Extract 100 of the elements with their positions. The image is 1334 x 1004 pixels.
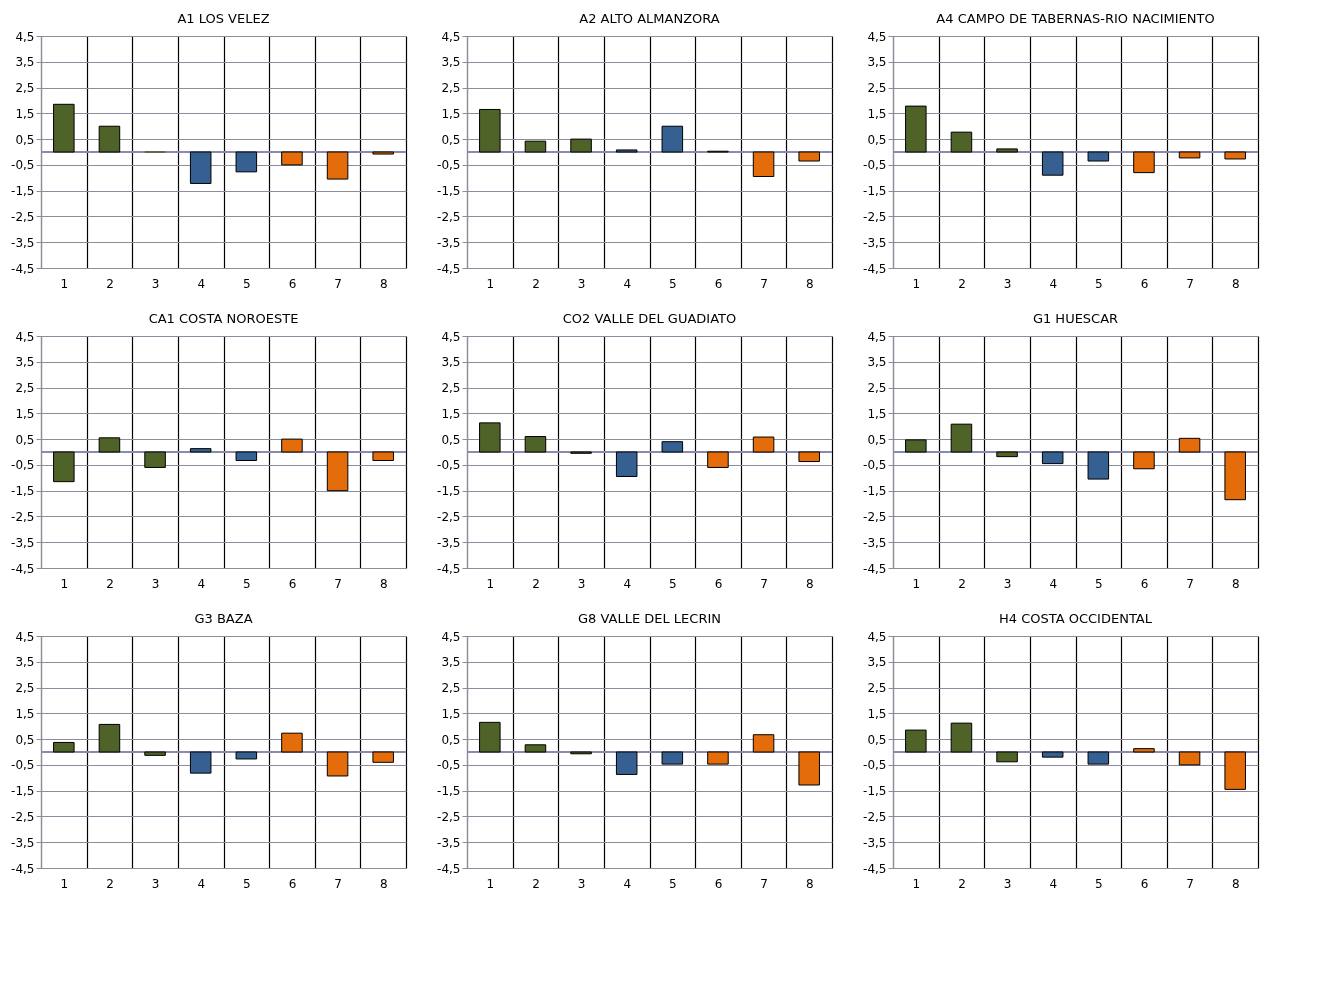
bar [1041, 151, 1064, 176]
x-tick-label: 8 [379, 876, 388, 891]
y-tick-label: 3,5 [15, 655, 35, 670]
bar [615, 451, 638, 477]
y-tick-label: -0,5 [863, 458, 887, 473]
y-tick-label: -0,5 [11, 758, 35, 773]
x-tick-label: 3 [577, 276, 586, 291]
x-tick-label: 6 [714, 876, 723, 891]
bar [1133, 748, 1155, 753]
x-tick-label: 5 [1094, 276, 1103, 291]
bar [798, 151, 820, 162]
y-tick-label: -0,5 [863, 158, 887, 173]
x-tick-label: 7 [1186, 876, 1194, 891]
x-tick-label: 1 [60, 876, 69, 891]
bar [950, 423, 973, 453]
y-tick-label: 0,5 [867, 132, 887, 147]
x-tick-label: 8 [805, 276, 814, 291]
y-tick-label: -3,5 [437, 535, 461, 550]
y-tick-label: 3,5 [441, 655, 461, 670]
y-tick-label: 2,5 [867, 381, 887, 396]
y-tick-label: -3,5 [437, 235, 461, 250]
x-tick-label: 4 [197, 576, 206, 591]
x-tick-label: 2 [958, 276, 966, 291]
bar [1087, 751, 1110, 765]
y-tick-label: 3,5 [867, 355, 887, 370]
bar [281, 732, 303, 753]
bar [326, 451, 349, 492]
y-tick-label: 3,5 [867, 55, 887, 70]
y-tick-label: -2,5 [863, 209, 887, 224]
y-tick-label: -3,5 [11, 835, 35, 850]
x-tick-label: 5 [1094, 576, 1103, 591]
bar [615, 149, 638, 153]
y-tick-label: -1,5 [437, 484, 461, 499]
bar [661, 441, 684, 453]
y-tick-label: -3,5 [863, 535, 887, 550]
y-tick-label: 2,5 [441, 681, 461, 696]
y-tick-label: 2,5 [15, 681, 35, 696]
x-tick-label: 5 [668, 276, 677, 291]
x-tick-label: 5 [242, 876, 251, 891]
bar [479, 422, 501, 453]
x-tick-label: 8 [379, 276, 388, 291]
x-tick-label: 6 [714, 576, 723, 591]
x-tick-label: 2 [532, 576, 540, 591]
y-tick-label: -0,5 [437, 758, 461, 773]
bar [53, 103, 75, 153]
chart-title: G3 BAZA [194, 611, 253, 626]
x-tick-label: 2 [958, 576, 966, 591]
y-tick-label: 1,5 [867, 706, 887, 721]
x-tick-label: 2 [958, 876, 966, 891]
x-tick-label: 5 [668, 576, 677, 591]
bar [1224, 751, 1246, 790]
bar [235, 451, 258, 462]
y-tick-label: -2,5 [863, 809, 887, 824]
bar [189, 448, 212, 453]
y-tick-label: 0,5 [15, 732, 35, 747]
bar [1178, 437, 1201, 453]
y-tick-label: 0,5 [441, 732, 461, 747]
y-tick-label: 4,5 [15, 29, 35, 44]
x-tick-label: 4 [623, 576, 632, 591]
x-tick-label: 1 [486, 876, 495, 891]
x-tick-label: 5 [1094, 876, 1103, 891]
y-tick-label: 4,5 [15, 629, 35, 644]
bar [950, 131, 973, 153]
y-tick-label: -0,5 [437, 458, 461, 473]
x-tick-label: 7 [334, 576, 342, 591]
bar [707, 751, 729, 765]
y-tick-label: 4,5 [867, 29, 887, 44]
x-tick-label: 8 [379, 576, 388, 591]
chart-title: CO2 VALLE DEL GUADIATO [562, 311, 737, 326]
bar [372, 451, 394, 462]
x-tick-label: 4 [1049, 576, 1058, 591]
x-tick-label: 7 [760, 876, 768, 891]
bar [235, 151, 258, 173]
y-tick-label: 1,5 [15, 706, 35, 721]
y-tick-label: 1,5 [15, 106, 35, 121]
y-tick-label: -1,5 [863, 484, 887, 499]
y-tick-label: 0,5 [867, 732, 887, 747]
x-tick-label: 1 [60, 276, 69, 291]
y-tick-label: 2,5 [867, 681, 887, 696]
x-tick-label: 2 [106, 576, 114, 591]
x-tick-label: 6 [1140, 576, 1149, 591]
x-tick-label: 3 [151, 576, 160, 591]
y-tick-label: 1,5 [867, 106, 887, 121]
y-tick-label: -1,5 [11, 784, 35, 799]
x-tick-label: 3 [1003, 276, 1012, 291]
y-tick-label: -2,5 [863, 509, 887, 524]
y-tick-label: -4,5 [11, 261, 35, 276]
y-tick-label: 2,5 [867, 81, 887, 96]
x-tick-label: 2 [106, 276, 114, 291]
x-tick-label: 4 [623, 276, 632, 291]
y-tick-label: -4,5 [11, 561, 35, 576]
bar [798, 751, 820, 786]
y-tick-label: -2,5 [11, 209, 35, 224]
y-tick-label: -2,5 [437, 509, 461, 524]
bar [235, 751, 258, 760]
x-tick-label: 6 [1140, 276, 1149, 291]
bar [996, 451, 1018, 458]
x-tick-label: 8 [1231, 876, 1240, 891]
x-tick-label: 2 [532, 276, 540, 291]
bar [98, 437, 121, 453]
